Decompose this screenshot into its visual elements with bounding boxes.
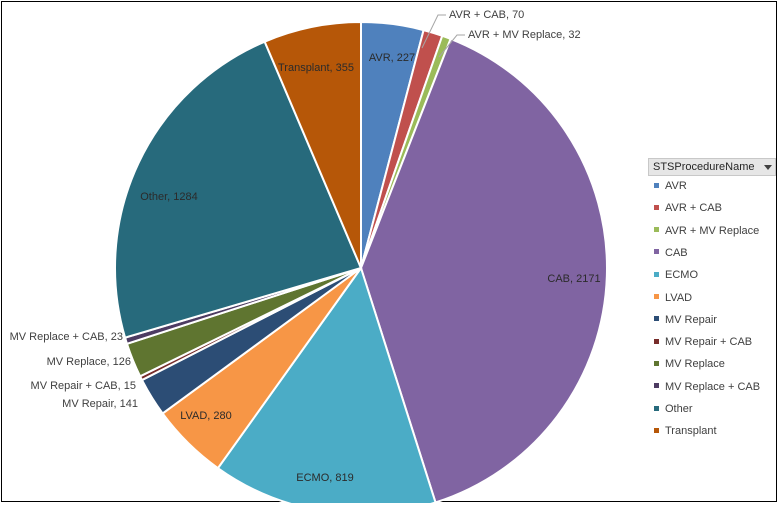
legend-label: Transplant xyxy=(665,425,717,438)
legend-item-ecmo: ECMO xyxy=(654,269,698,283)
legend-label: MV Repair + CAB xyxy=(665,336,753,349)
legend-item-mv-replace-cab: MV Replace + CAB xyxy=(654,381,760,395)
data-label-avr-cab: AVR + CAB, 70 xyxy=(449,9,524,21)
legend-label: AVR + MV Replace xyxy=(665,224,760,237)
legend-swatch xyxy=(654,294,659,300)
legend-swatch xyxy=(654,316,659,322)
legend-item-avr-cab: AVR + CAB xyxy=(654,202,722,216)
data-label-lvad: LVAD, 280 xyxy=(180,410,232,422)
legend-field-button[interactable]: STSProcedureName xyxy=(648,158,776,176)
data-label-ecmo: ECMO, 819 xyxy=(296,472,353,484)
leader-line xyxy=(421,14,446,49)
pie-slice-cab xyxy=(359,37,608,503)
legend-item-cab: CAB xyxy=(654,247,688,261)
legend-swatch xyxy=(654,204,659,210)
legend-label: MV Repair xyxy=(665,313,717,326)
legend-item-avr: AVR xyxy=(654,180,687,194)
data-label-cab: CAB, 2171 xyxy=(547,273,600,285)
legend-label: CAB xyxy=(665,246,688,259)
legend-swatch xyxy=(654,249,659,255)
data-label-mv-replace: MV Replace, 126 xyxy=(47,356,131,368)
legend-label: Other xyxy=(665,403,693,415)
legend-swatch xyxy=(654,360,659,366)
data-label-other: Other, 1284 xyxy=(140,191,198,203)
legend-item-other: Other xyxy=(654,403,693,417)
pie-slice-ecmo xyxy=(216,265,437,503)
legend-label: MV Replace xyxy=(665,358,725,371)
legend-swatch xyxy=(654,227,659,233)
data-label-mv-replace-cab: MV Replace + CAB, 23 xyxy=(10,331,123,343)
legend: STSProcedureName AVR AVR + CAB AVR + MV Re… xyxy=(648,158,776,448)
legend-swatch xyxy=(654,338,659,344)
legend-swatch xyxy=(654,405,659,411)
data-label-transplant: Transplant, 355 xyxy=(278,62,354,74)
legend-item-transplant: Transplant xyxy=(654,425,717,439)
legend-item-mv-repair-cab: MV Repair + CAB xyxy=(654,336,752,350)
data-label-avr-mv-replace: AVR + MV Replace, 32 xyxy=(468,29,581,41)
legend-swatch xyxy=(654,383,659,389)
legend-swatch xyxy=(654,427,659,433)
legend-title: STSProcedureName xyxy=(653,161,755,173)
data-label-mv-repair: MV Repair, 141 xyxy=(62,398,138,410)
leader-line xyxy=(438,34,465,58)
data-label-avr: AVR, 227 xyxy=(369,52,415,64)
legend-item-lvad: LVAD xyxy=(654,292,692,306)
legend-label: AVR + CAB xyxy=(665,202,722,215)
legend-label: AVR xyxy=(665,180,687,192)
pie-slice-other xyxy=(114,40,363,339)
legend-item-avr-mv-replace: AVR + MV Replace xyxy=(654,225,759,239)
dropdown-arrow-icon[interactable] xyxy=(764,165,772,170)
data-label-mv-repair-cab: MV Repair + CAB, 15 xyxy=(31,380,136,392)
legend-swatch xyxy=(654,271,659,277)
legend-label: LVAD xyxy=(665,291,693,304)
legend-label: MV Replace + CAB xyxy=(665,380,761,393)
legend-item-mv-repair: MV Repair xyxy=(654,314,717,328)
legend-swatch xyxy=(654,182,659,188)
pie-slice-transplant xyxy=(263,20,362,269)
legend-item-mv-replace: MV Replace xyxy=(654,358,725,372)
legend-label: ECMO xyxy=(665,269,698,282)
